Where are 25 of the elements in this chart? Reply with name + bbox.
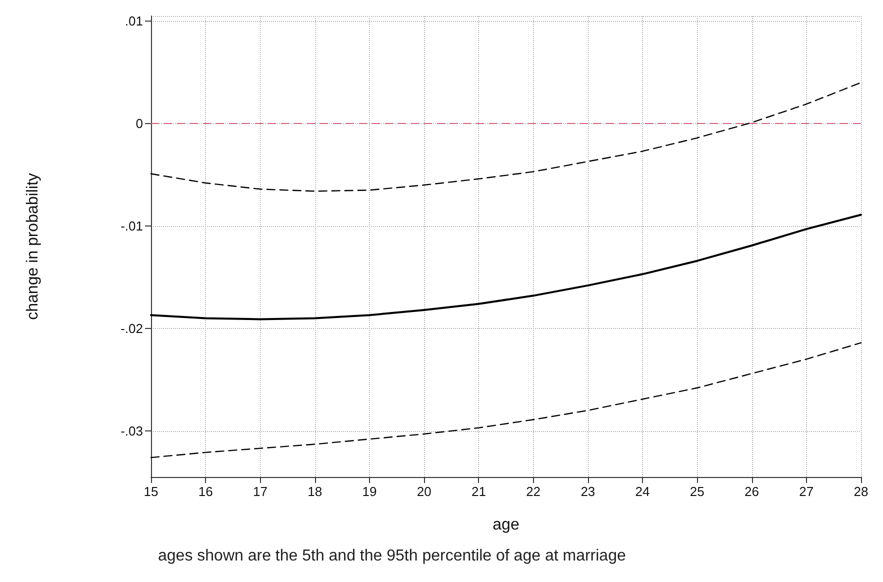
x-tick-label: 23 xyxy=(580,484,596,499)
y-tick-label: -.01 xyxy=(120,218,143,234)
x-tick-label: 20 xyxy=(416,484,432,499)
x-tick-label: 17 xyxy=(252,484,268,499)
y-axis-title: change in probability xyxy=(24,173,42,320)
x-axis-title: age xyxy=(492,516,520,534)
y-tick-label: -.03 xyxy=(120,423,143,438)
x-tick-label: 25 xyxy=(690,484,704,499)
x-tick-label: 28 xyxy=(854,484,868,499)
x-tick-label: 18 xyxy=(308,484,322,499)
line-series xyxy=(150,214,862,320)
y-tick-label: .01 xyxy=(124,14,143,29)
y-tick-label: -.02 xyxy=(120,320,143,336)
x-tick-label: 16 xyxy=(198,484,213,499)
x-tick-label: 19 xyxy=(362,484,377,499)
line-series xyxy=(150,342,862,458)
x-tick-label: 24 xyxy=(635,484,650,499)
x-tick-label: 22 xyxy=(526,484,541,499)
line-series xyxy=(150,82,862,192)
y-tick-label: 0 xyxy=(136,116,143,132)
x-tick-label: 21 xyxy=(471,484,486,499)
text: ages shown are the 5th and the 95th percentile of age at marriage xyxy=(158,548,626,564)
x-tick-label: 27 xyxy=(799,484,814,499)
x-tick-label: 15 xyxy=(144,484,158,499)
x-tick-label: 26 xyxy=(744,484,760,499)
